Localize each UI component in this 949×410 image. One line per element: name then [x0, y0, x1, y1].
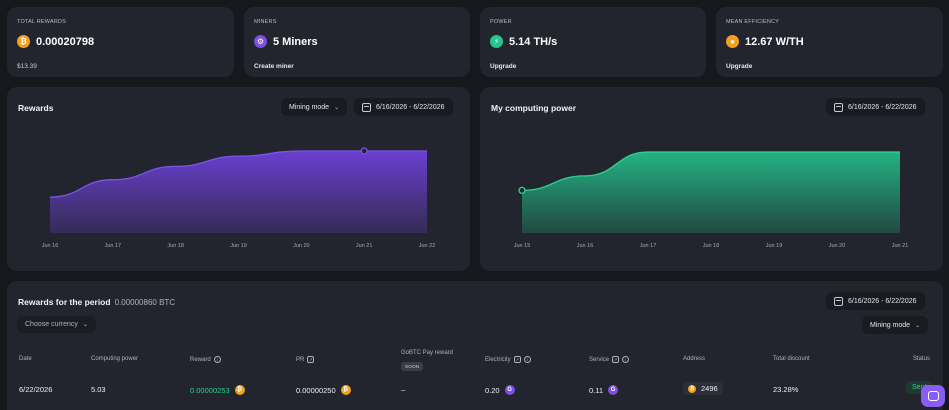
x-tick-label: Jun 22: [418, 243, 436, 249]
date-range-picker[interactable]: 6/16/2026 - 6/22/2026: [826, 98, 925, 116]
date-range-label: 6/16/2026 - 6/22/2026: [848, 103, 917, 111]
col-status: Status: [913, 356, 931, 362]
chart-area: [522, 152, 900, 233]
col-discount: Total discount: [773, 356, 810, 362]
calendar-icon: [362, 102, 371, 112]
date-range-picker[interactable]: 6/16/2026 - 6/22/2026: [354, 98, 453, 116]
date-range-label: 6/16/2026 - 6/22/2026: [848, 297, 917, 305]
chat-icon: [927, 391, 939, 401]
info-icon[interactable]: i: [213, 356, 221, 363]
lightning-icon: ⚡: [490, 35, 503, 48]
x-tick-label: Jun 17: [104, 243, 122, 249]
stat-card-power: POWER ⚡ 5.14 TH/s Upgrade: [480, 7, 706, 77]
x-tick-label: Jun 16: [576, 243, 594, 249]
cell-discount: 23.28%: [773, 385, 799, 394]
panel-title: My computing power: [491, 103, 576, 113]
x-tick-label: Jun 19: [765, 243, 783, 249]
date-range-picker[interactable]: 6/16/2026 - 6/22/2026: [826, 292, 925, 310]
stat-card-miners: MINERS ⚙ 5 Miners Create miner: [244, 7, 470, 77]
chart-point-marker[interactable]: [518, 186, 526, 195]
mode-label: Mining mode: [870, 321, 911, 329]
chevron-down-icon: ⌄: [334, 104, 340, 111]
stat-value: 5 Miners: [273, 35, 318, 48]
chart-point-marker[interactable]: [360, 147, 368, 155]
col-address: Address: [683, 356, 706, 362]
bitcoin-icon: ₿: [688, 384, 696, 393]
cell-service: 0.11 G: [589, 385, 619, 395]
cell-pay-reward: –: [401, 385, 406, 394]
rewards-panel: Rewards Mining mode ⌄ 6/16/2026 - 6/22/2…: [7, 87, 470, 271]
rewards-chart: [49, 147, 427, 233]
cell-address: ₿ 2496: [683, 382, 723, 395]
stat-card-total-rewards: TOTAL REWARDS ₿ 0.00020798 $13.39: [7, 7, 234, 77]
period-panel: Rewards for the period 0.00000860 BTC Ch…: [7, 281, 943, 410]
date-range-label: 6/16/2026 - 6/22/2026: [376, 103, 445, 111]
cell-date: 6/22/2026: [19, 385, 53, 394]
col-service: Service ↗ i: [589, 356, 630, 363]
col-pay-reward: GoBTC Pay reward: [401, 350, 454, 356]
x-tick-label: Jun 20: [828, 243, 846, 249]
stat-value: 0.00020798: [36, 35, 95, 48]
choose-currency-dropdown[interactable]: Choose currency ⌄: [17, 316, 96, 333]
period-total: 0.00000860 BTC: [114, 298, 176, 307]
x-tick-label: Jun 18: [702, 243, 720, 249]
x-tick-label: Jun 18: [167, 243, 184, 249]
stat-usd: $13.39: [17, 63, 37, 70]
chevron-down-icon: ⌄: [915, 322, 921, 329]
col-electricity: Electricity ↗ i: [485, 356, 531, 363]
info-icon[interactable]: i: [622, 356, 630, 363]
currency-label: Choose currency: [25, 321, 78, 328]
upgrade-power-link[interactable]: Upgrade: [490, 63, 517, 70]
mode-label: Mining mode: [289, 103, 330, 111]
x-tick-label: Jun 16: [41, 243, 59, 249]
link-icon[interactable]: ↗: [307, 356, 315, 363]
period-title: Rewards for the period: [18, 297, 111, 307]
cell-reward: 0.00000253 ₿: [190, 385, 245, 395]
cell-pr: 0.00000250 ₿: [296, 385, 351, 395]
stat-value: 5.14 TH/s: [509, 35, 558, 48]
x-tick-label: Jun 21: [355, 243, 373, 249]
stat-label: POWER: [490, 19, 512, 25]
stat-card-efficiency: MEAN EFFICIENCY ● 12.67 W/TH Upgrade: [716, 7, 943, 77]
col-reward: Reward i: [190, 356, 221, 363]
computing-power-chart: [518, 151, 900, 233]
x-tick-label: Jun 17: [639, 243, 657, 249]
miner-icon: ⚙: [254, 35, 267, 48]
soon-badge: SOON: [401, 362, 424, 371]
bitcoin-icon: ₿: [234, 385, 245, 395]
info-icon[interactable]: i: [523, 356, 531, 363]
gomining-token-icon: G: [504, 385, 515, 395]
calendar-icon: [834, 102, 843, 112]
col-power: Computing power: [91, 356, 139, 362]
calendar-icon: [834, 296, 843, 306]
chevron-down-icon: ⌄: [82, 322, 88, 328]
gomining-token-icon: G: [608, 385, 619, 395]
col-pr: PR ↗: [296, 356, 315, 363]
x-tick-label: Jun 15: [513, 243, 531, 249]
chat-support-button[interactable]: [921, 385, 945, 407]
x-tick-label: Jun 20: [293, 243, 310, 249]
panel-title: Rewards: [18, 103, 54, 113]
stat-value: 12.67 W/TH: [745, 35, 804, 48]
link-icon[interactable]: ↗: [513, 356, 521, 363]
create-miner-link[interactable]: Create miner: [254, 63, 294, 70]
upgrade-efficiency-link[interactable]: Upgrade: [726, 63, 753, 70]
computing-power-panel: My computing power 6/16/2026 - 6/22/2026…: [480, 87, 943, 271]
cell-power: 5.03: [91, 385, 106, 394]
cell-electricity: 0.20 G: [485, 385, 515, 395]
col-date: Date: [19, 356, 32, 362]
chart-area: [50, 151, 427, 233]
bitcoin-icon: ₿: [17, 35, 30, 48]
x-tick-label: Jun 19: [230, 243, 247, 249]
chart-line: [521, 151, 900, 192]
stat-label: TOTAL REWARDS: [17, 19, 67, 25]
x-tick-label: Jun 21: [891, 243, 909, 249]
bulb-icon: ●: [726, 35, 739, 48]
mining-mode-dropdown[interactable]: Mining mode ⌄: [862, 316, 929, 334]
link-icon[interactable]: ↗: [612, 356, 620, 363]
stat-label: MEAN EFFICIENCY: [726, 19, 780, 25]
bitcoin-icon: ₿: [340, 385, 351, 395]
mining-mode-dropdown[interactable]: Mining mode ⌄: [281, 98, 348, 116]
stat-label: MINERS: [254, 19, 277, 25]
